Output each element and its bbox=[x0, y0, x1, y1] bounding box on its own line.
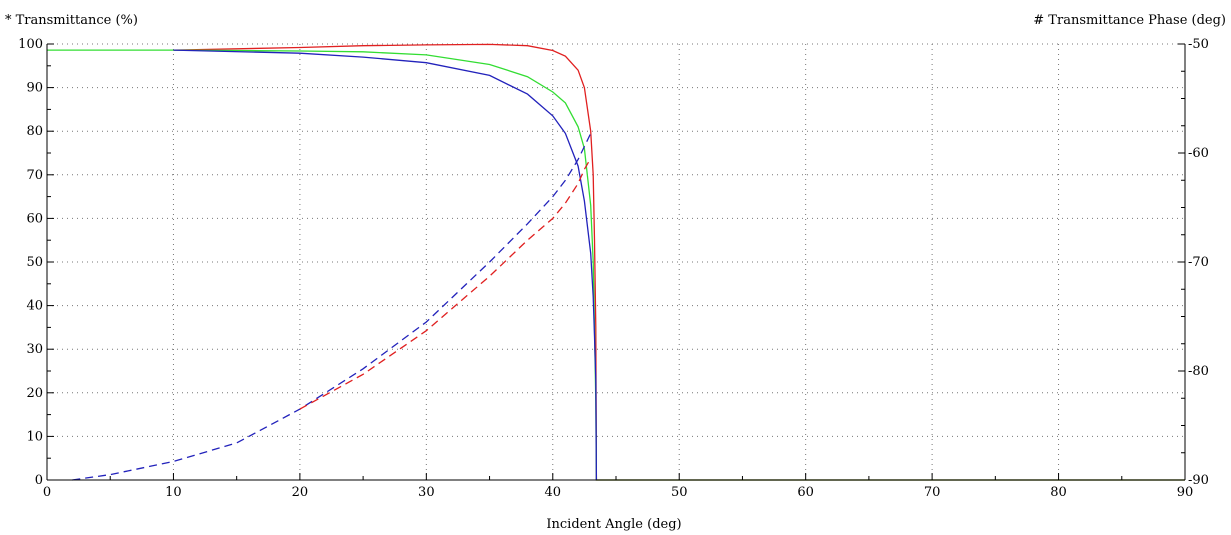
y-axis-title: * Transmittance (%) bbox=[5, 13, 138, 28]
y-tick-label: 60 bbox=[26, 211, 43, 226]
y-tick-label: 70 bbox=[26, 168, 43, 183]
y2-tick-label: -60 bbox=[1188, 146, 1209, 161]
series-line-4 bbox=[72, 133, 592, 481]
y-tick-label: 30 bbox=[26, 342, 43, 357]
x-tick-label: 50 bbox=[671, 485, 688, 500]
y2-tick-label: -90 bbox=[1188, 473, 1209, 488]
y-tick-label: 90 bbox=[26, 81, 43, 96]
y-tick-label: 80 bbox=[26, 124, 43, 139]
x-tick-label: 70 bbox=[924, 485, 941, 500]
y-tick-label: 100 bbox=[18, 37, 43, 52]
x-tick-label: 0 bbox=[43, 485, 51, 500]
y2-tick-label: -70 bbox=[1188, 255, 1209, 270]
y2-axis-title: # Transmittance Phase (deg) bbox=[1033, 13, 1226, 28]
y-tick-label: 50 bbox=[26, 255, 43, 270]
y-tick-label: 20 bbox=[26, 386, 43, 401]
series-line-1 bbox=[173, 43, 1185, 481]
x-tick-label: 30 bbox=[418, 485, 435, 500]
x-tick-label: 40 bbox=[545, 485, 562, 500]
series-line-5 bbox=[299, 158, 592, 410]
y-tick-label: 10 bbox=[26, 429, 43, 444]
axes bbox=[46, 43, 1186, 481]
x-tick-label: 90 bbox=[1177, 485, 1194, 500]
y-tick-label: 0 bbox=[35, 473, 43, 488]
x-axis-title: Incident Angle (deg) bbox=[546, 517, 681, 532]
y2-tick-label: -50 bbox=[1188, 37, 1209, 52]
tick-labels: 0 10 20 30 40 50 60 70 80 90 0 10 20 30 40 50 60 70 80 90 10… bbox=[18, 37, 1209, 500]
series-line-2 bbox=[47, 49, 1185, 481]
y2-tick-label: -80 bbox=[1188, 364, 1209, 379]
series-line-3 bbox=[173, 49, 598, 481]
series-lines bbox=[47, 43, 1185, 481]
grid bbox=[47, 43, 1185, 480]
x-tick-label: 10 bbox=[165, 485, 182, 500]
x-tick-label: 20 bbox=[292, 485, 309, 500]
x-tick-label: 80 bbox=[1050, 485, 1067, 500]
x-tick-label: 60 bbox=[797, 485, 814, 500]
y-tick-label: 40 bbox=[26, 299, 43, 314]
